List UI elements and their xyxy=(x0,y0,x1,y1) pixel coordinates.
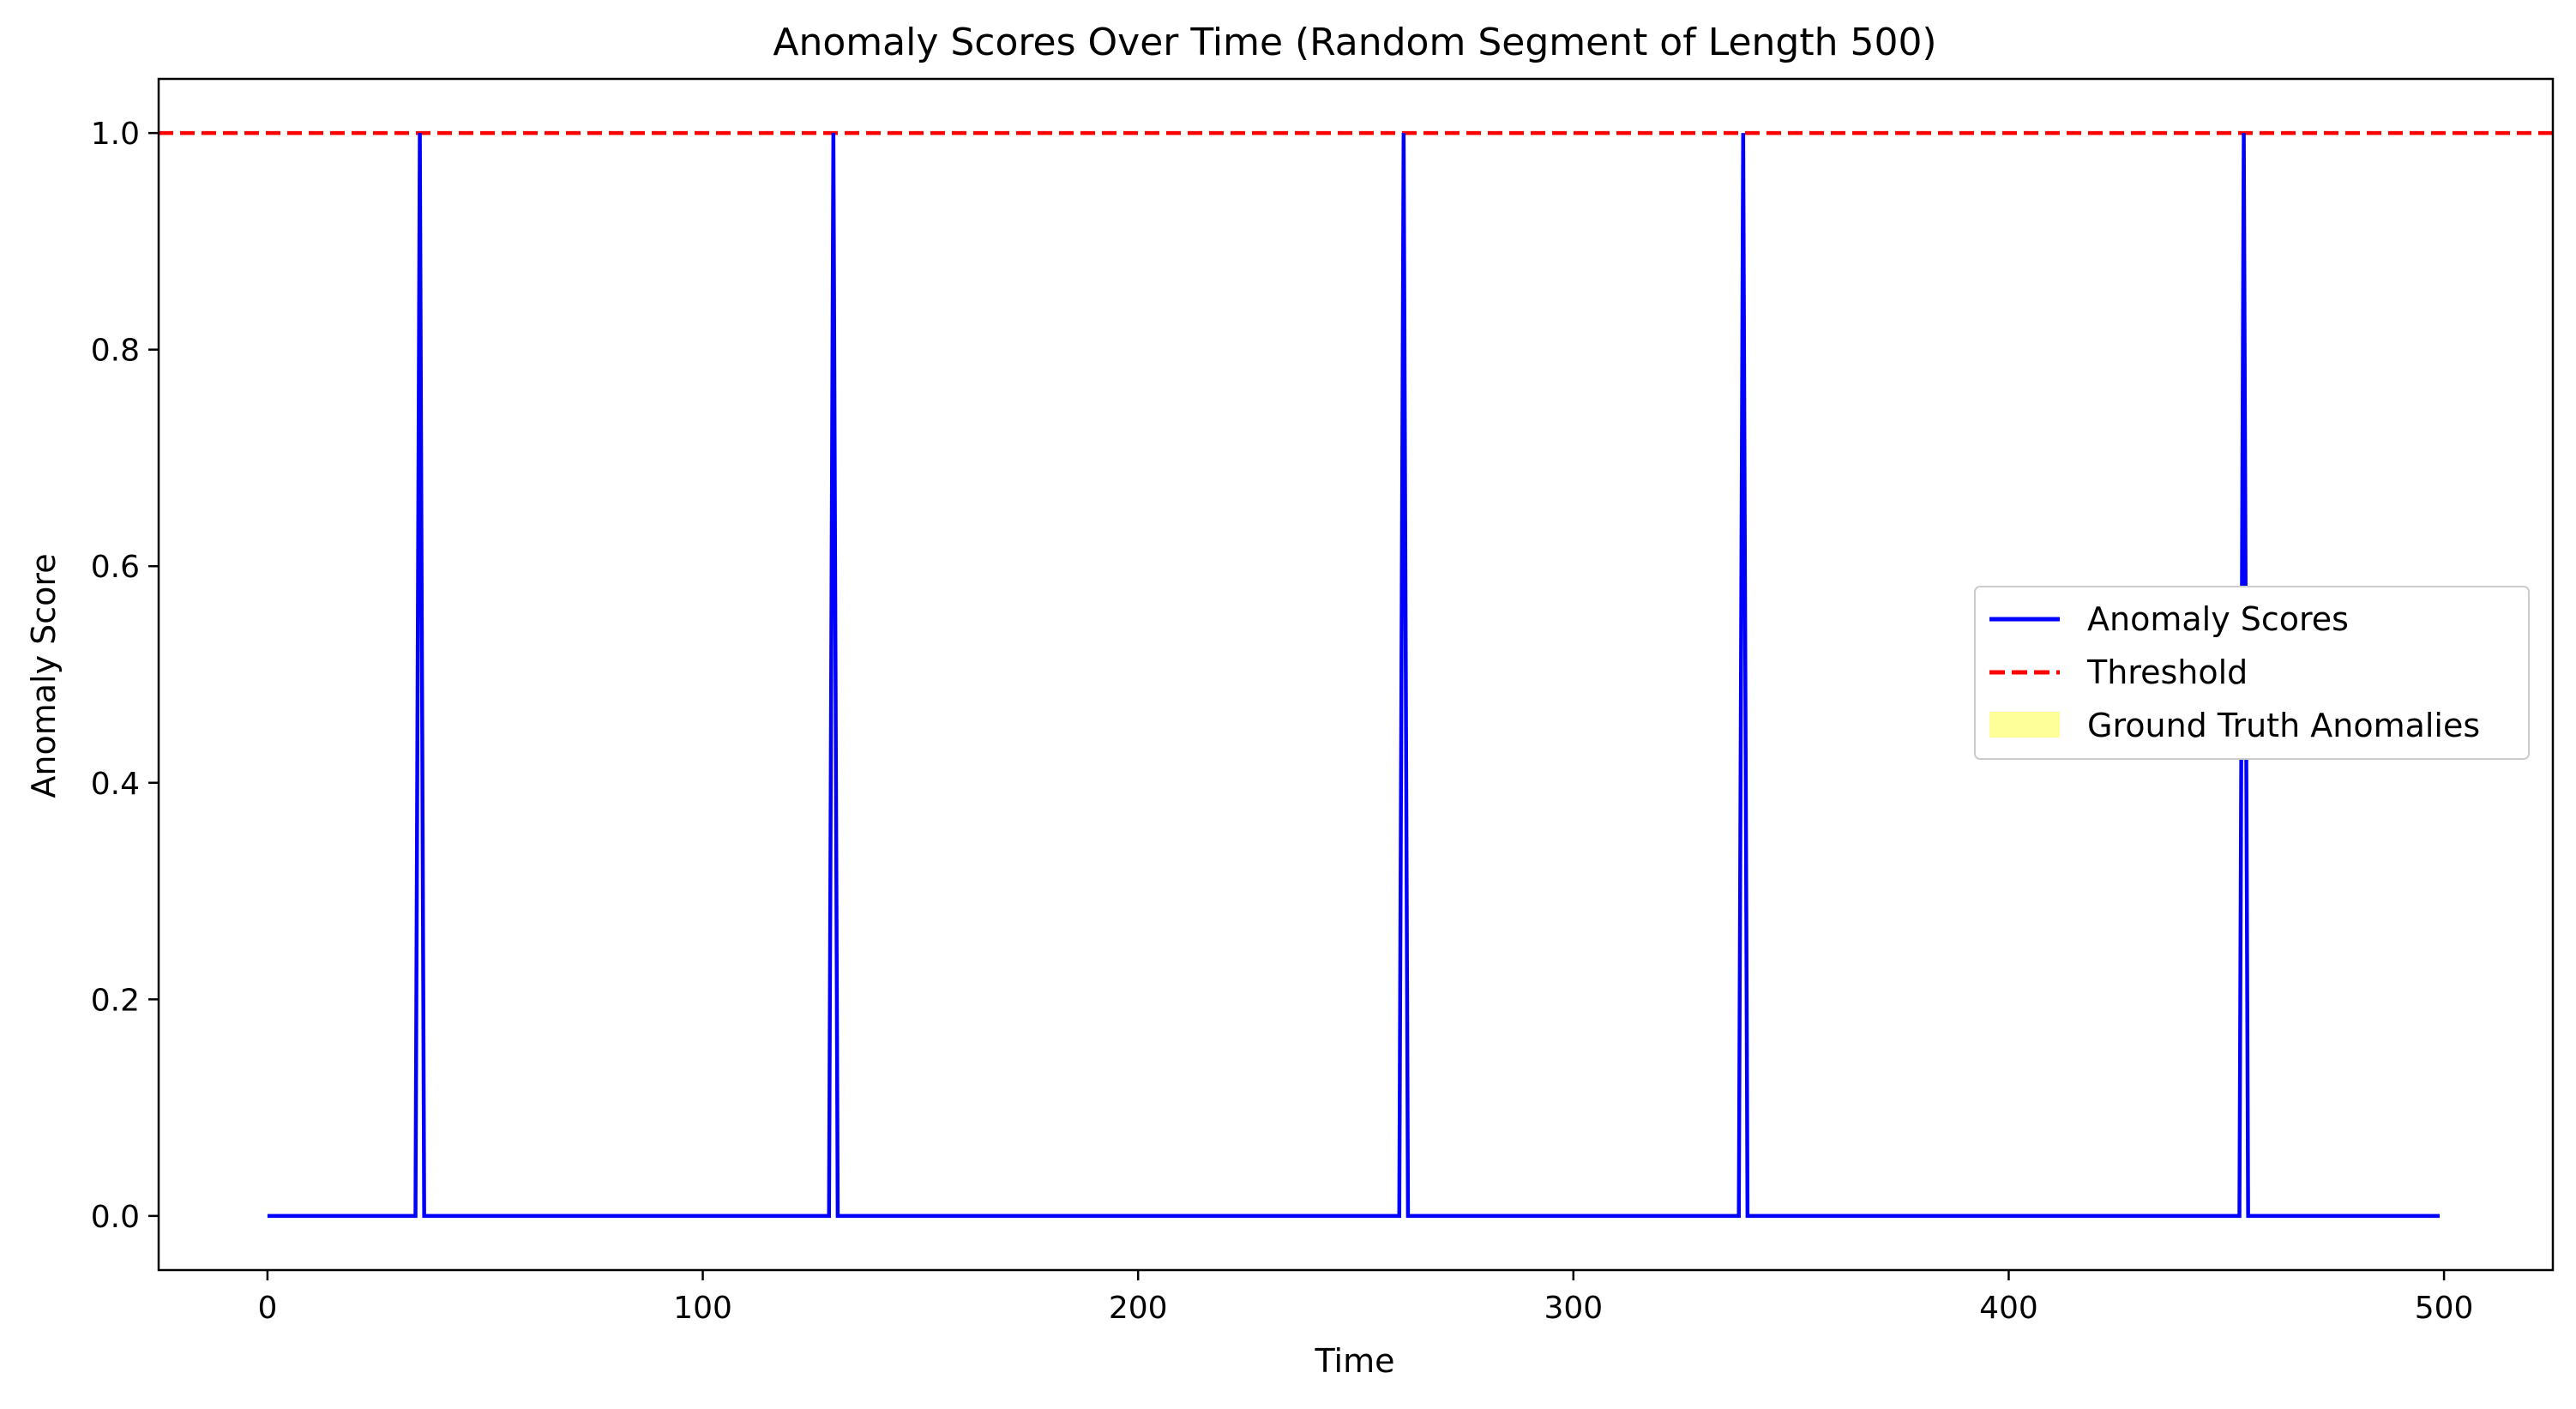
x-tick-label: 300 xyxy=(1544,1291,1603,1326)
axis-ticks: 0 100 200 300 400 500 0.0 0.2 0.4 0.6 0.8 1.0 xyxy=(91,117,2474,1326)
anomaly-scores-line xyxy=(267,133,2441,1219)
x-tick-label: 0 xyxy=(257,1291,277,1326)
legend-label-anomaly-scores: Anomaly Scores xyxy=(2087,600,2349,638)
y-tick-label: 1.0 xyxy=(91,117,140,152)
x-axis-label: Time xyxy=(1315,1342,1395,1380)
y-tick-label: 0.8 xyxy=(91,334,140,369)
legend-label-threshold: Threshold xyxy=(2086,653,2248,691)
y-axis-label: Anomaly Score xyxy=(25,553,63,798)
x-tick-label: 200 xyxy=(1109,1291,1168,1326)
y-tick-label: 0.4 xyxy=(91,767,140,802)
legend-label-ground-truth: Ground Truth Anomalies xyxy=(2087,707,2480,744)
plot-area xyxy=(159,130,2553,1219)
legend-box xyxy=(1974,586,2530,760)
plot-frame xyxy=(157,77,2555,1272)
y-tick-label: 0.0 xyxy=(91,1200,140,1235)
y-tick-label: 0.6 xyxy=(91,550,140,585)
chart-title: Anomaly Scores Over Time (Random Segment… xyxy=(773,21,1936,64)
y-tick-label: 0.2 xyxy=(91,983,140,1018)
x-tick-label: 400 xyxy=(1979,1291,2038,1326)
legend-swatch-ground-truth xyxy=(1989,712,2060,738)
x-tick-label: 100 xyxy=(673,1291,732,1326)
legend: Anomaly Scores Threshold Ground Truth An… xyxy=(1974,586,2530,760)
x-tick-label: 500 xyxy=(2415,1291,2474,1326)
